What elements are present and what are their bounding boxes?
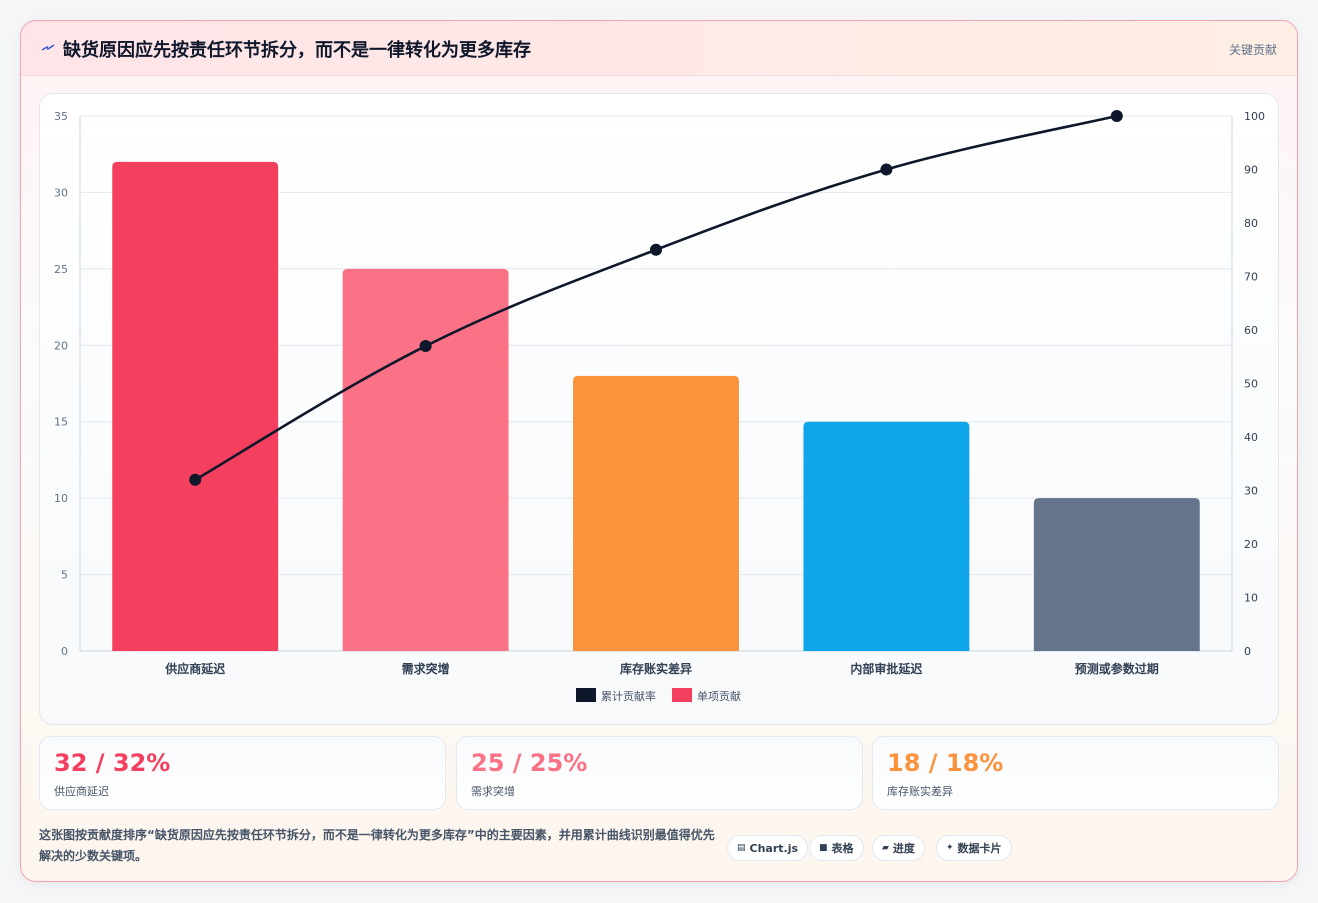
pareto-chart: 0 5 10 15 20 25 30 35 0 10 20 30 40 50 60 70 80 90 100 供应商延… [54,110,1265,703]
chip-label: 进度 [892,842,915,855]
chip-table[interactable]: ■ 表格 [809,835,864,861]
chip-progress[interactable]: ▰ 进度 [872,835,925,861]
table-icon: ■ [819,843,828,853]
y2-tick-label: 90 [1244,164,1258,177]
stat-label: 需求突增 [471,785,515,798]
y2-tick-label: 100 [1244,110,1265,123]
chip-label: Chart.js [749,841,799,855]
chip-label: 表格 [831,842,854,855]
stat-value: 25 / 25% [471,749,588,777]
chart-description: 这张图按贡献度排序“缺货原因应先按责任环节拆分，而不是一律转化为更多库存”中的主… [39,828,715,863]
y2-tick-label: 60 [1244,324,1258,337]
y2-tick-label: 30 [1244,485,1258,498]
stat-label: 库存账实差异 [887,785,953,798]
x-tick-label: 内部审批延迟 [850,661,922,676]
x-tick-label: 需求突增 [402,661,450,676]
progress-icon: ▰ [882,843,889,853]
chart-card: 缺货原因应先按责任环节拆分，而不是一律转化为更多库存 关键贡献 0 5 10 15 20… [20,20,1298,882]
bar [573,375,739,651]
key-contribution-tag: 关键贡献 [1228,43,1277,57]
y-tick-label: 0 [61,645,68,658]
y2-tick-label: 80 [1244,217,1258,230]
bar [803,421,970,651]
stat-card-1: 32 / 32% 供应商延迟 [39,736,446,810]
y-tick-label: 5 [61,569,68,582]
legend-swatch-cumulative [576,688,596,702]
stat-label: 供应商延迟 [54,785,109,798]
cumulative-point [880,163,893,176]
y-tick-label: 30 [54,186,68,199]
y2-tick-label: 70 [1244,271,1258,284]
y2-tick-label: 50 [1244,378,1258,391]
chart-icon: ▤ [737,843,746,853]
cumulative-point [650,243,662,256]
legend-swatch-single [672,688,692,702]
x-tick-label: 供应商延迟 [164,661,225,676]
bar [1033,498,1200,651]
y2-tick-label: 0 [1244,645,1251,658]
legend-label-single: 单项贡献 [697,689,741,703]
y-tick-label: 15 [54,416,68,429]
card-icon: ✦ [946,843,954,853]
y-tick-label: 10 [54,492,68,505]
stat-card-3: 18 / 18% 库存账实差异 [872,736,1279,810]
page-title: 缺货原因应先按责任环节拆分，而不是一律转化为更多库存 [63,40,531,61]
y-tick-label: 20 [54,339,68,352]
lightning-icon [41,44,55,51]
y-tick-label: 35 [54,110,68,123]
bar [112,161,279,651]
chip-chartjs[interactable]: ▤ Chart.js [727,835,809,861]
chip-data-card[interactable]: ✦ 数据卡片 [936,835,1012,861]
bar [342,268,509,651]
legend-label-cumulative: 累计贡献率 [601,689,656,703]
chart-panel: 0 5 10 15 20 25 30 35 0 10 20 30 40 50 60 70 80 90 100 供应商延… [39,93,1279,725]
cumulative-point [419,340,432,353]
stat-value: 32 / 32% [54,749,171,777]
y2-tick-label: 20 [1244,538,1258,551]
y-tick-label: 25 [54,263,68,276]
x-tick-label: 预测或参数过期 [1075,661,1159,676]
card-header: 缺货原因应先按责任环节拆分，而不是一律转化为更多库存 关键贡献 [21,21,1297,76]
cumulative-point [1110,110,1123,122]
x-tick-label: 库存账实差异 [620,661,692,676]
stat-card-2: 25 / 25% 需求突增 [456,736,863,810]
stat-value: 18 / 18% [887,749,1004,777]
chip-label: 数据卡片 [957,842,1002,855]
y2-tick-label: 10 [1244,592,1258,605]
cumulative-point [189,473,202,486]
y2-tick-label: 40 [1244,431,1258,444]
